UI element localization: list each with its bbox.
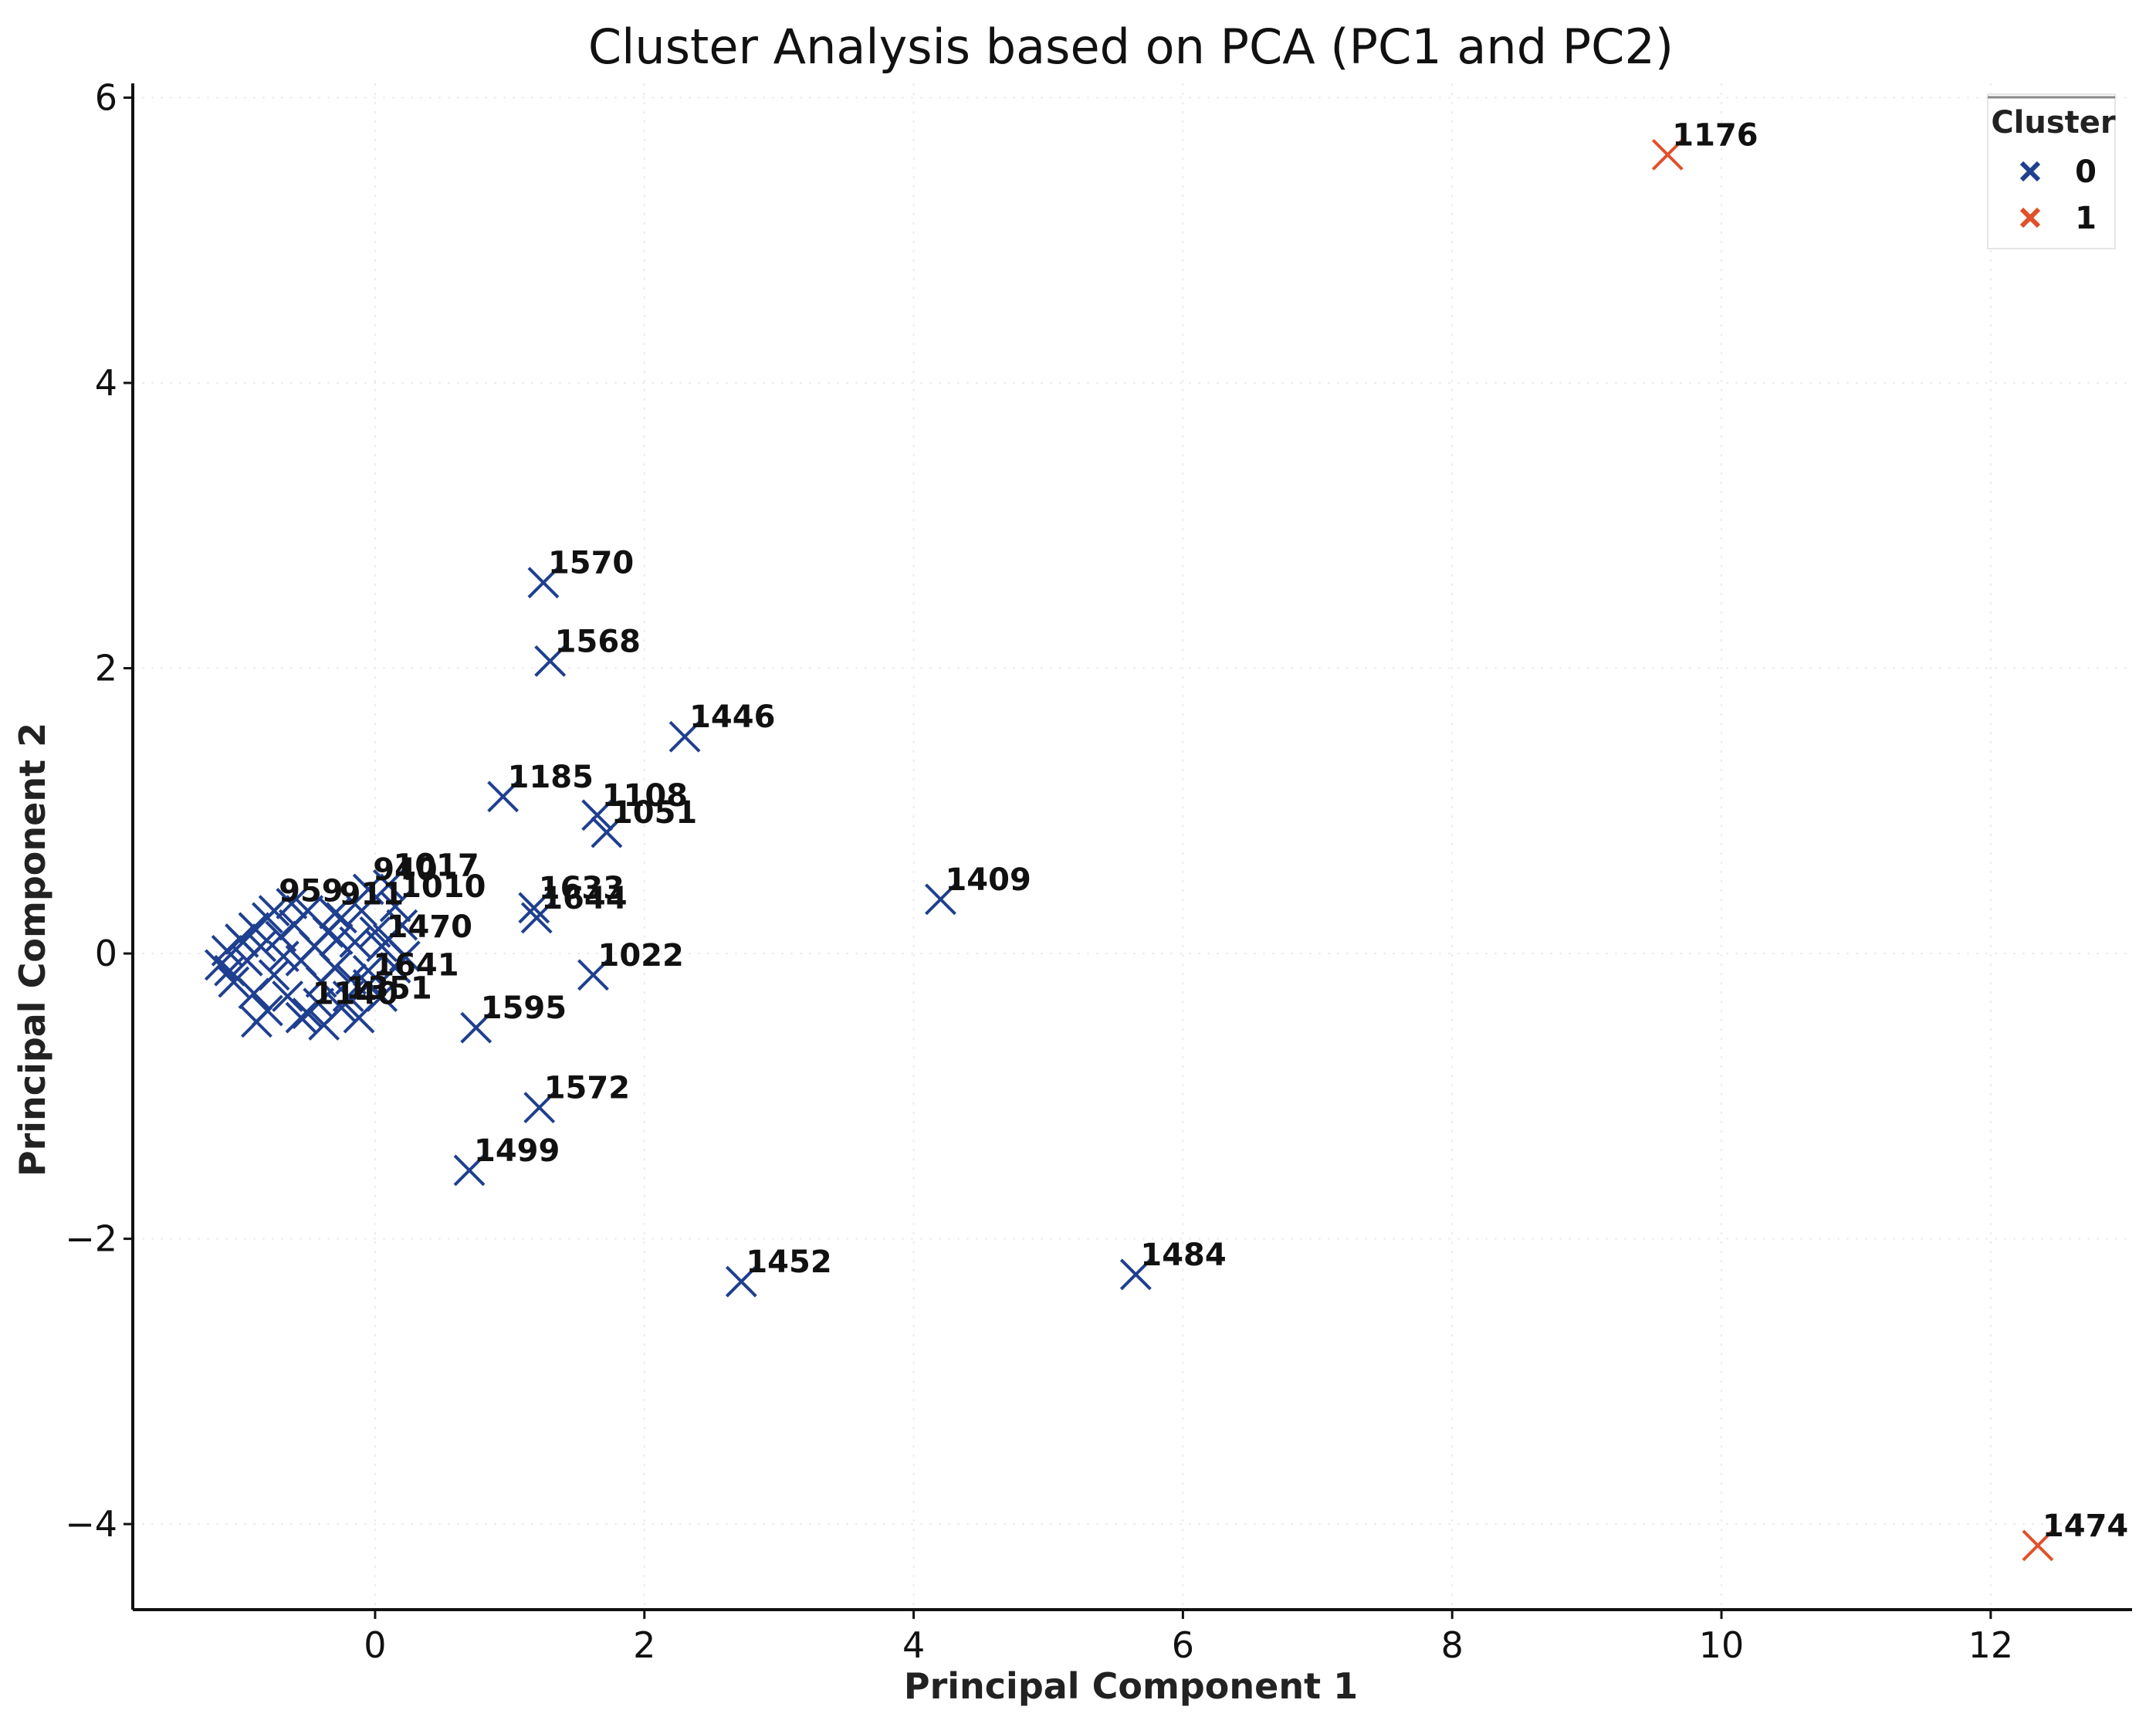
data-point-cluster-0	[325, 902, 357, 934]
point-label: 1644	[541, 881, 627, 916]
data-point-cluster-0	[346, 895, 377, 927]
data-point-cluster-0	[925, 883, 956, 916]
point-label: 1108	[602, 778, 688, 814]
data-point-cluster-0	[276, 887, 308, 919]
point-label: 1499	[474, 1133, 560, 1169]
x-axis-title: Principal Component 1	[904, 1665, 1358, 1707]
y-axis-title: Principal Component 2	[12, 723, 53, 1177]
data-point-cluster-0	[258, 959, 290, 991]
data-point-cluster-0	[520, 902, 553, 934]
data-point-cluster-0	[245, 930, 277, 963]
data-point-cluster-0	[1119, 1258, 1152, 1291]
data-point-cluster-0	[335, 963, 367, 995]
y-tick-label: 0	[95, 933, 117, 974]
data-point-cluster-0	[523, 1092, 556, 1124]
legend-marker-cluster-1	[2019, 207, 2041, 229]
y-tick-label: 2	[95, 648, 117, 689]
y-tick-label: 4	[95, 362, 117, 404]
data-point-cluster-0	[487, 781, 520, 813]
point-label: 1022	[597, 938, 683, 974]
point-label: 1484	[1140, 1238, 1226, 1273]
data-point-cluster-0	[591, 816, 623, 848]
chart-title: Cluster Analysis based on PCA (PC1 and P…	[588, 19, 1674, 75]
point-label: 1474	[2043, 1509, 2128, 1544]
data-point-cluster-1	[1651, 138, 1684, 171]
legend: Cluster 01	[1987, 93, 2116, 249]
data-point-cluster-0	[321, 923, 354, 956]
point-label: 911	[340, 876, 404, 912]
point-label: 1570	[548, 546, 634, 581]
legend-title: Cluster	[1991, 105, 2116, 141]
data-point-cluster-0	[352, 873, 384, 906]
data-point-cluster-0	[386, 909, 418, 941]
data-point-cluster-0	[214, 954, 245, 987]
data-point-cluster-0	[272, 980, 303, 1012]
data-point-cluster-0	[241, 1006, 272, 1038]
y-tick-label: −4	[65, 1503, 117, 1545]
data-point-cluster-0	[218, 966, 250, 998]
point-label: 1140	[313, 977, 398, 1012]
y-tick-label: −2	[65, 1218, 117, 1260]
data-point-cluster-0	[379, 890, 411, 923]
data-point-cluster-0	[372, 869, 404, 901]
data-point-cluster-0	[303, 987, 335, 1020]
point-label: 1568	[555, 624, 641, 659]
point-label: 1641	[373, 948, 459, 984]
x-tick-label: 8	[1441, 1624, 1464, 1666]
x-tick-label: 10	[1699, 1624, 1745, 1666]
data-point-cluster-0	[319, 952, 351, 984]
data-point-cluster-0	[534, 645, 567, 677]
legend-entries: 01	[2019, 154, 2097, 236]
point-label: 959	[279, 874, 344, 909]
point-label: 1633	[539, 871, 624, 906]
point-label: 1010	[400, 869, 486, 905]
data-point-cluster-0	[366, 980, 398, 1012]
legend-label: 0	[2075, 154, 2097, 190]
point-label: 1017	[393, 848, 479, 883]
data-point-cluster-0	[518, 892, 550, 924]
data-point-cluster-0	[668, 720, 701, 753]
point-label: 940	[373, 852, 438, 888]
data-point-cluster-0	[527, 567, 560, 599]
legend-frame	[1987, 93, 2116, 249]
data-point-cluster-0	[352, 954, 384, 987]
data-point-cluster-1	[2022, 1529, 2054, 1562]
point-label: 1446	[689, 699, 775, 735]
data-point-cluster-0	[238, 912, 270, 944]
x-tick-label: 0	[364, 1624, 386, 1666]
x-tick-label: 6	[1172, 1624, 1194, 1666]
point-label: 1409	[945, 862, 1031, 898]
point-label: 1176	[1672, 117, 1758, 153]
data-point-cluster-0	[308, 1009, 340, 1041]
point-label: 1452	[746, 1244, 831, 1280]
data-point-cluster-0	[453, 1154, 486, 1187]
grid-lines	[133, 83, 2132, 1610]
point-label: 1351	[346, 970, 432, 1006]
point-label: 1185	[508, 760, 594, 795]
data-point-cluster-0	[577, 959, 609, 991]
data-point-cluster-0	[319, 897, 351, 930]
point-label: 1470	[387, 909, 472, 945]
legend-marker-cluster-0	[2019, 161, 2041, 182]
data-point-cluster-0	[267, 940, 300, 973]
data-point-cluster-0	[581, 799, 614, 831]
x-tick-label: 2	[633, 1624, 655, 1666]
y-tick-label: 6	[95, 76, 117, 118]
point-label: 1572	[544, 1071, 630, 1106]
legend-label: 1	[2075, 201, 2097, 236]
point-label: 1051	[611, 795, 697, 831]
x-tick-label: 4	[902, 1624, 925, 1666]
x-tick-label: 12	[1968, 1624, 2014, 1666]
data-point-cluster-0	[227, 926, 259, 958]
data-point-cluster-0	[285, 1001, 317, 1034]
data-points	[204, 138, 2054, 1562]
data-point-cluster-0	[388, 940, 421, 973]
data-point-cluster-0	[725, 1265, 757, 1298]
data-point-cluster-0	[460, 1011, 492, 1044]
point-label: 1595	[481, 990, 567, 1026]
